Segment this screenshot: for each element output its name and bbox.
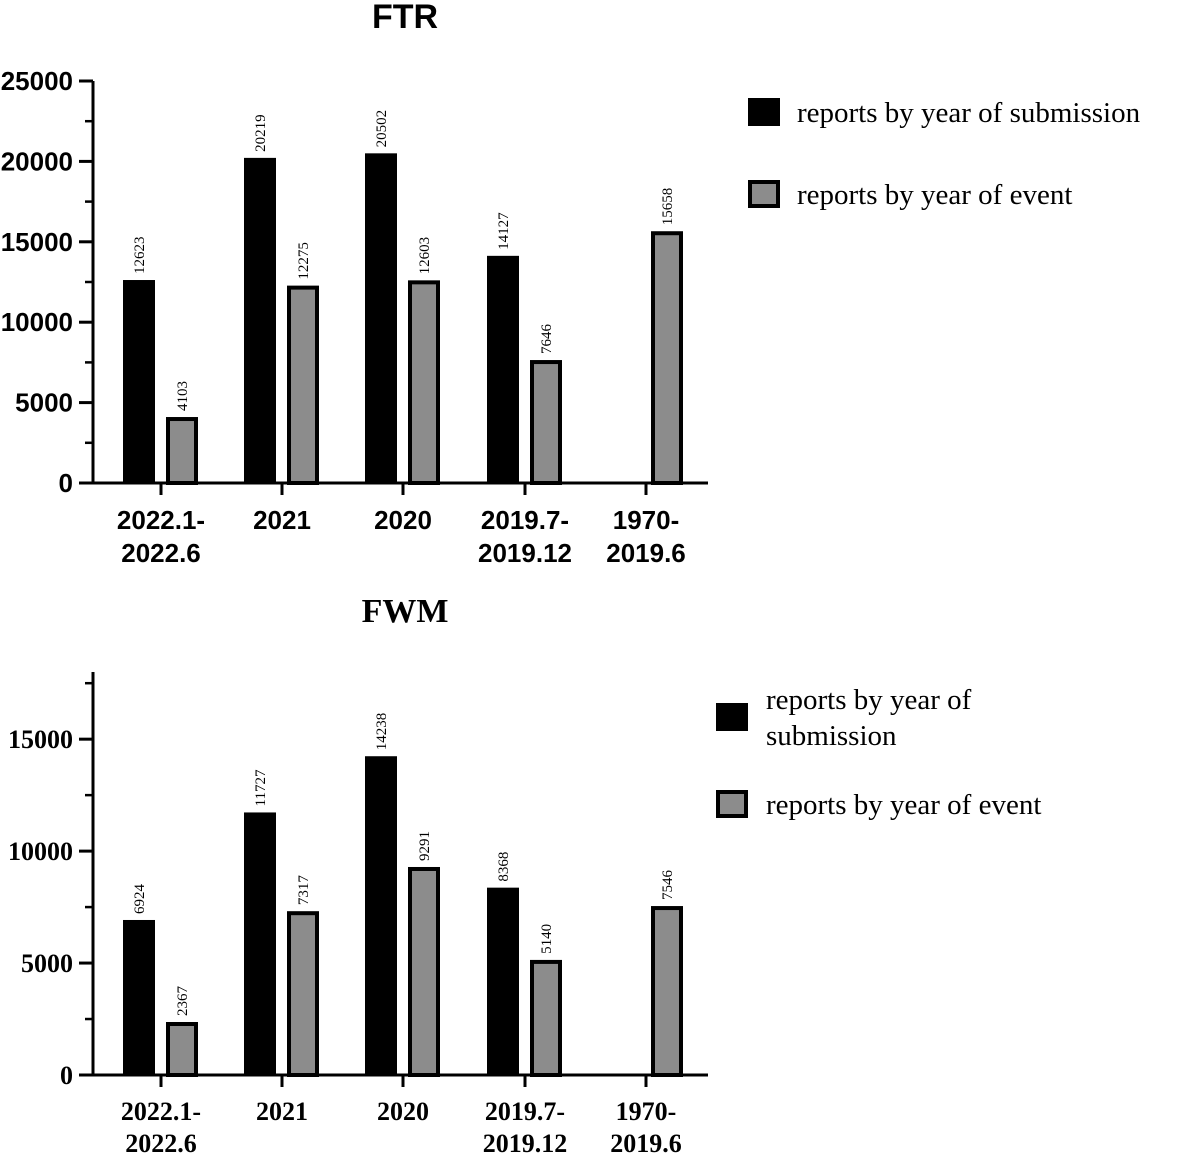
legend-label: submission [766, 720, 897, 752]
x-tick-label: 2022.6 [125, 1129, 197, 1156]
bar-submission [365, 153, 397, 484]
data-label: 7546 [660, 870, 676, 901]
legend-label: reports by year of submission [797, 97, 1141, 129]
bar-submission [244, 157, 276, 483]
bar-event [408, 280, 440, 485]
data-label: 20502 [374, 110, 390, 148]
data-label: 15658 [660, 188, 676, 226]
y-tick-label: 25000 [1, 66, 73, 96]
x-tick-label: 2021 [253, 505, 311, 535]
bar-submission [487, 255, 519, 483]
x-tick-label: 2021 [256, 1097, 308, 1126]
legend-swatch-event [748, 180, 780, 208]
bar-submission [365, 756, 397, 1075]
legend-swatch-submission [716, 703, 748, 731]
data-label: 12603 [417, 237, 433, 275]
bar-submission [123, 919, 155, 1075]
data-label: 7646 [539, 324, 555, 355]
bar-event [651, 906, 683, 1078]
y-tick-label: 20000 [1, 146, 73, 176]
y-tick-label: 10000 [8, 837, 73, 866]
data-label: 14238 [374, 713, 390, 751]
bar-event [530, 959, 562, 1077]
data-label: 7317 [296, 875, 312, 906]
x-tick-label: 2019.12 [478, 538, 572, 568]
data-label: 5140 [539, 924, 555, 954]
data-label: 11727 [253, 769, 269, 806]
legend-label: reports by year of event [797, 179, 1072, 211]
bar-event [166, 1022, 198, 1077]
bar-event [408, 866, 440, 1078]
data-label: 6924 [132, 883, 148, 914]
data-label: 20219 [253, 114, 269, 152]
y-tick-label: 15000 [8, 725, 73, 754]
bar-event [287, 911, 319, 1077]
bar-submission [123, 280, 155, 483]
y-tick-label: 10000 [1, 307, 73, 337]
data-label: 9291 [417, 831, 433, 861]
x-tick-label: 2019.12 [483, 1129, 568, 1156]
legend-label: reports by year of event [766, 789, 1041, 821]
y-tick-label: 0 [59, 468, 73, 498]
bar-event [530, 360, 562, 485]
data-label: 12275 [296, 242, 312, 280]
x-tick-label: 2019.7- [481, 505, 569, 535]
x-tick-label: 1970- [613, 505, 680, 535]
chart-title: FTR [372, 0, 438, 36]
chart-title: FWM [362, 593, 449, 630]
x-tick-label: 2022.1- [121, 1097, 201, 1126]
bar-event [287, 285, 319, 486]
data-label: 2367 [175, 986, 191, 1017]
bar-event [651, 231, 683, 485]
legend-swatch-event [716, 790, 748, 818]
legend-swatch-submission [748, 98, 780, 126]
data-label: 12623 [132, 237, 148, 275]
chart-fwm: FWM 0 5000 10000 15000 6924 2367 2022.1- 2022.6 1… [8, 593, 1041, 1156]
x-tick-label: 1970- [616, 1097, 677, 1126]
bar-submission [244, 812, 276, 1075]
y-tick-label: 0 [60, 1061, 73, 1090]
data-label: 4103 [175, 381, 191, 411]
bar-event [166, 417, 198, 486]
x-tick-label: 2022.6 [121, 538, 201, 568]
x-tick-label: 2019.6 [606, 538, 686, 568]
x-tick-label: 2019.7- [485, 1097, 565, 1126]
x-tick-label: 2022.1- [117, 505, 205, 535]
x-tick-label: 2019.6 [610, 1129, 682, 1156]
y-tick-label: 5000 [15, 388, 73, 418]
data-label: 8368 [496, 852, 512, 882]
y-tick-label: 15000 [1, 227, 73, 257]
bar-submission [487, 887, 519, 1075]
legend-label: reports by year of [766, 684, 972, 716]
data-label: 14127 [496, 212, 512, 250]
chart-ftr: FTR 0 5000 10000 15000 20000 25000 12623 4103 202… [1, 0, 1141, 568]
x-tick-label: 2020 [374, 505, 432, 535]
x-tick-label: 2020 [377, 1097, 429, 1126]
y-tick-label: 5000 [21, 949, 73, 978]
